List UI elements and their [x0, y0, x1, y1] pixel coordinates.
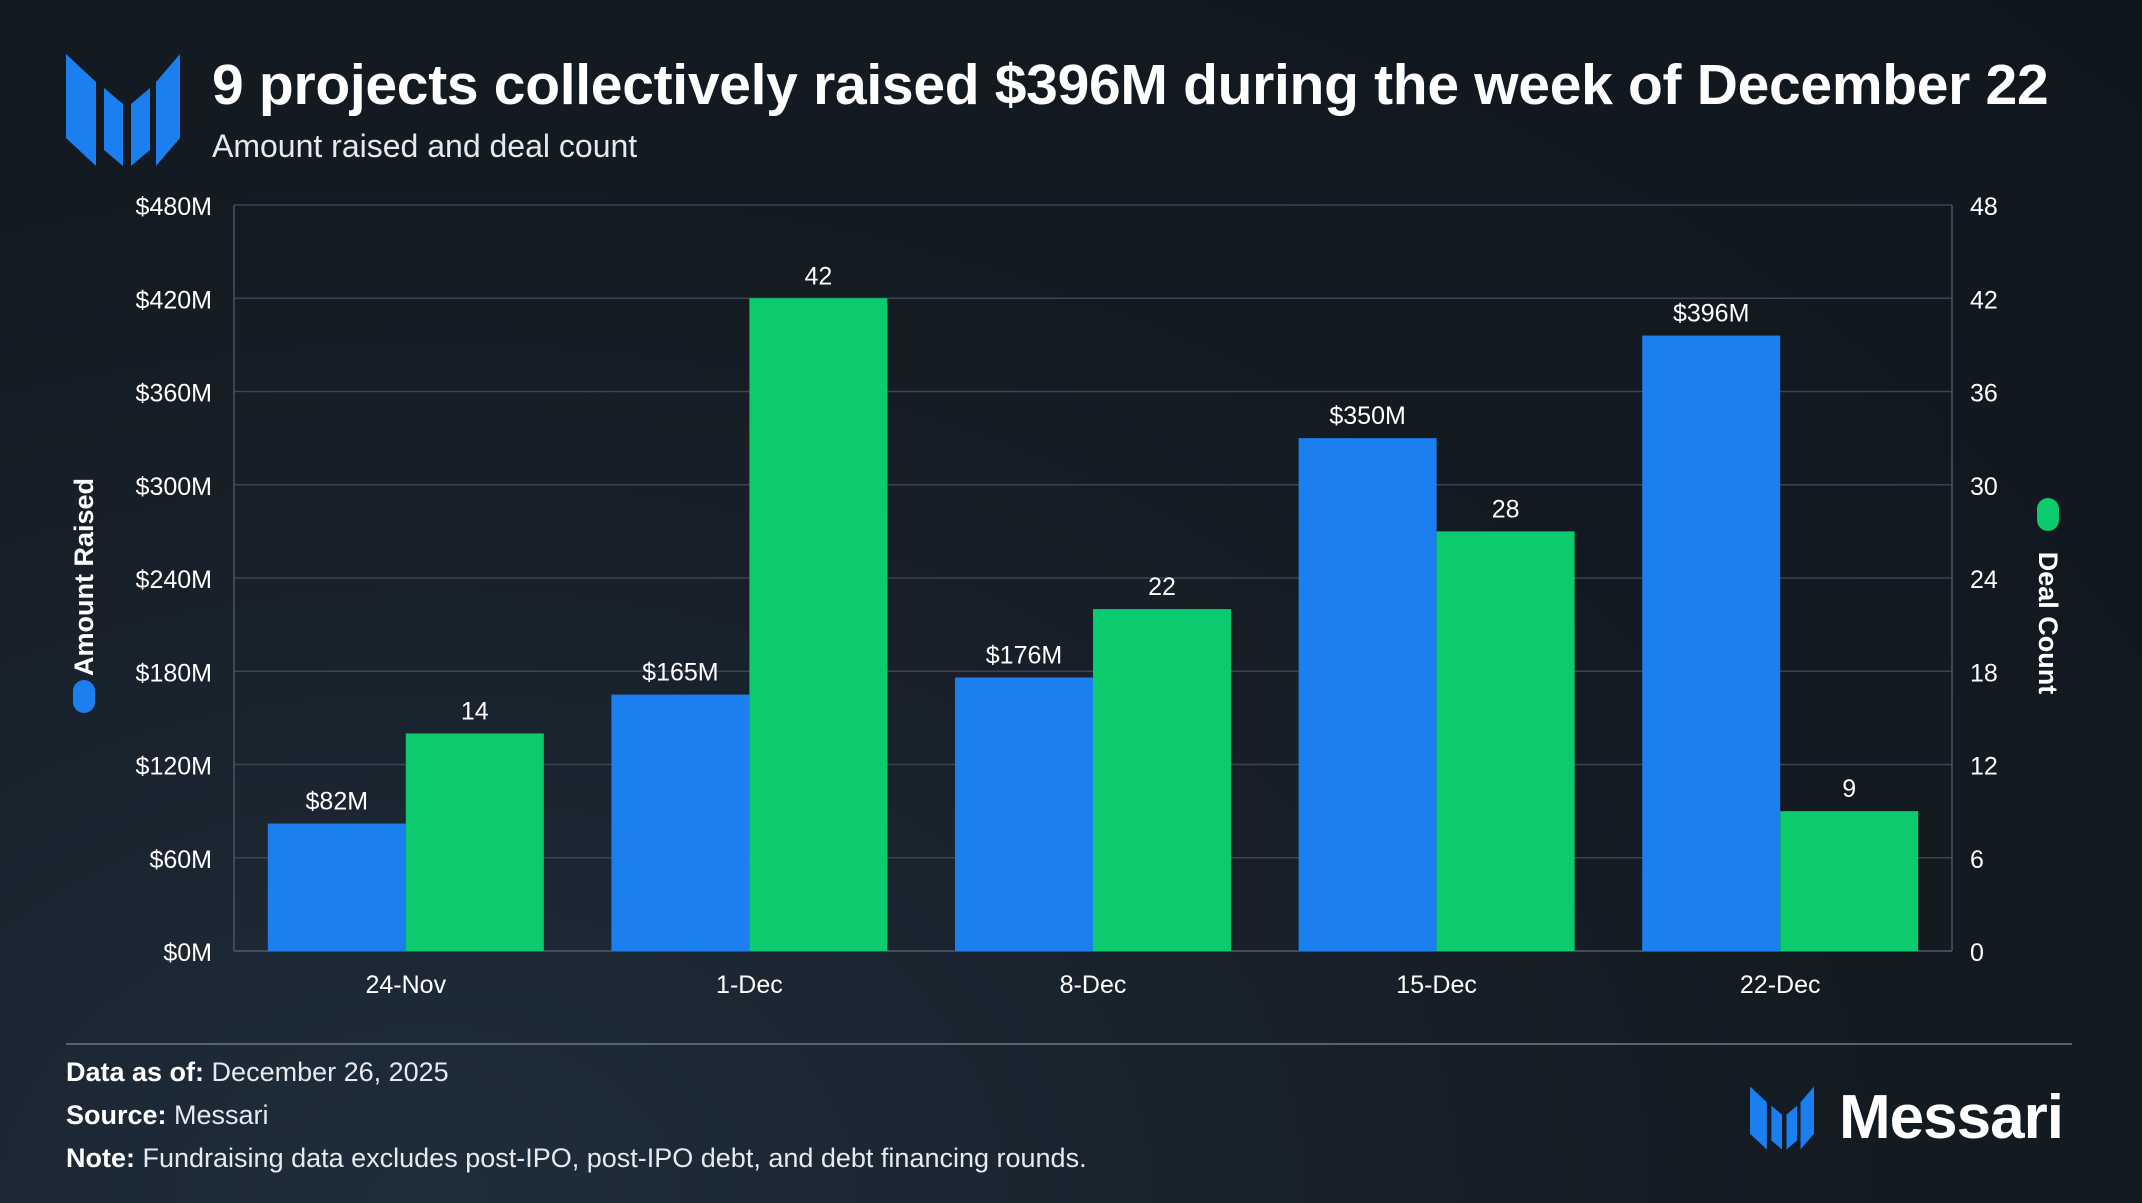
x-tick-label: 15-Dec [1396, 971, 1477, 999]
messari-brand-icon [1750, 1086, 1814, 1150]
messari-brand: Messari [1750, 1082, 2090, 1152]
y-left-tick-label: $300M [136, 473, 212, 501]
deal-count-data-label: 9 [1842, 775, 1856, 803]
y-left-tick-label: $240M [136, 566, 212, 594]
deal-count-bar [1436, 531, 1575, 951]
source-line: Source: Messari [66, 1100, 269, 1130]
x-tick-label: 22-Dec [1740, 971, 1821, 999]
chart-title: 9 projects collectively raised $396M dur… [212, 53, 2049, 117]
y-right-tick-label: 48 [1970, 193, 1998, 221]
note-line: Note: Fundraising data excludes post-IPO… [66, 1143, 1087, 1173]
y-right-tick-label: 12 [1970, 753, 1998, 781]
x-tick-label: 8-Dec [1060, 971, 1127, 999]
fundraising-chart: $0M $60M $120M $180M $240M $300M $360M $420M $48… [69, 193, 2063, 999]
deal-count-bar [405, 733, 544, 951]
deal-count-data-label: 22 [1148, 573, 1176, 601]
data-as-of: Data as of: December 26, 2025 [66, 1057, 449, 1087]
y-right-tick-label: 42 [1970, 286, 1998, 314]
amount-bar [1298, 438, 1437, 951]
y-left-tick-label: $120M [136, 753, 212, 781]
amount-data-label: $350M [1329, 402, 1405, 430]
amount-data-label: $176M [986, 641, 1062, 669]
deal-count-legend-marker [2037, 498, 2059, 531]
y-left-axis-label: Amount Raised [69, 478, 99, 676]
x-tick-label: 24-Nov [366, 971, 447, 999]
amount-bar [955, 677, 1093, 951]
y-right-tick-label: 6 [1970, 846, 1984, 874]
deal-count-data-label: 42 [804, 262, 832, 290]
x-tick-label: 1-Dec [716, 971, 783, 999]
deal-count-bar [749, 298, 888, 951]
deal-count-bar [1093, 609, 1231, 951]
y-left-tick-label: $180M [136, 659, 212, 687]
deal-count-bar [1780, 811, 1919, 951]
chart-subtitle: Amount raised and deal count [212, 128, 638, 164]
amount-data-label: $396M [1673, 300, 1749, 328]
y-left-tick-label: $480M [136, 193, 212, 221]
footer-divider [66, 1043, 2072, 1045]
brand-name: Messari [1839, 1083, 2064, 1152]
amount-data-label: $165M [642, 659, 718, 687]
amount-bar [1642, 335, 1781, 951]
y-left-tick-label: $60M [149, 846, 212, 874]
y-right-tick-label: 18 [1970, 659, 1998, 687]
y-left-tick-label: $360M [136, 380, 212, 408]
y-right-tick-label: 0 [1970, 939, 1984, 967]
messari-logo-icon [66, 54, 180, 166]
y-left-tick-label: $420M [136, 286, 212, 314]
amount-legend-marker [73, 680, 95, 713]
y-right-tick-label: 24 [1970, 566, 1998, 594]
amount-bar [267, 823, 406, 951]
deal-count-data-label: 14 [461, 697, 489, 725]
y-right-tick-label: 36 [1970, 380, 1998, 408]
y-right-tick-label: 30 [1970, 473, 1998, 501]
amount-bar [611, 694, 750, 951]
amount-data-label: $82M [306, 788, 369, 816]
deal-count-data-label: 28 [1492, 495, 1520, 523]
y-left-tick-label: $0M [163, 939, 212, 967]
y-right-axis-label: Deal Count [2033, 552, 2063, 695]
